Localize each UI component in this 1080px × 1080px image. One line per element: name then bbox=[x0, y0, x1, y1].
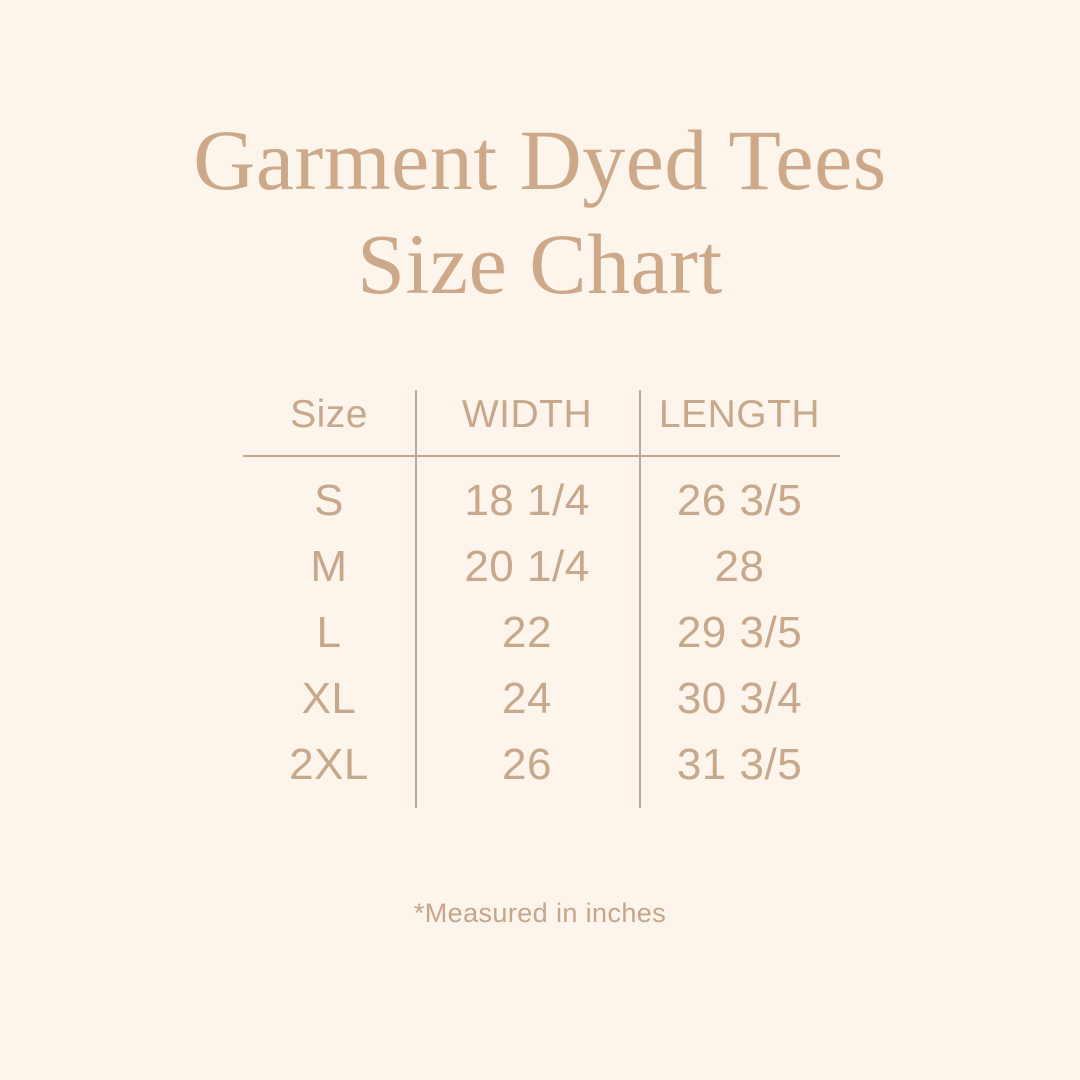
cell-length: 26 3/5 bbox=[676, 476, 803, 525]
table-body: S 18 1/4 26 3/5 M 20 1/4 28 L 22 29 3/5 … bbox=[243, 468, 840, 798]
measurement-note: *Measured in inches bbox=[413, 898, 667, 928]
cell-size: XL bbox=[301, 674, 357, 723]
title-line-1: Garment Dyed Tees bbox=[193, 112, 887, 208]
page-title: Garment Dyed Tees Size Chart bbox=[0, 108, 1080, 316]
cell-size: L bbox=[316, 608, 342, 657]
column-divider-2 bbox=[639, 390, 641, 808]
table-row: M 20 1/4 28 bbox=[243, 534, 840, 600]
cell-width: 18 1/4 bbox=[464, 476, 590, 525]
cell-size: 2XL bbox=[289, 740, 369, 789]
table-row: 2XL 26 31 3/5 bbox=[243, 732, 840, 798]
column-header-width: WIDTH bbox=[461, 393, 593, 436]
column-header-size: Size bbox=[290, 393, 368, 436]
cell-width: 22 bbox=[502, 608, 552, 657]
table-row: XL 24 30 3/4 bbox=[243, 666, 840, 732]
cell-width: 24 bbox=[502, 674, 552, 723]
table-row: L 22 29 3/5 bbox=[243, 600, 840, 666]
cell-size: S bbox=[314, 476, 344, 525]
size-table-grid: Size WIDTH LENGTH S 18 1/4 26 3/5 M 20 1… bbox=[243, 382, 840, 812]
cell-length: 30 3/4 bbox=[676, 674, 803, 723]
size-table: Size WIDTH LENGTH S 18 1/4 26 3/5 M 20 1… bbox=[243, 382, 840, 812]
column-divider-1 bbox=[415, 390, 417, 808]
column-header-length: LENGTH bbox=[658, 393, 821, 436]
cell-length: 29 3/5 bbox=[676, 608, 803, 657]
cell-length: 28 bbox=[714, 542, 765, 591]
cell-width: 20 1/4 bbox=[464, 542, 590, 591]
title-line-2: Size Chart bbox=[357, 216, 723, 312]
cell-width: 26 bbox=[502, 740, 552, 789]
header-underline bbox=[243, 455, 840, 457]
cell-length: 31 3/5 bbox=[676, 740, 803, 789]
cell-size: M bbox=[310, 542, 348, 591]
table-row: S 18 1/4 26 3/5 bbox=[243, 468, 840, 534]
table-header-row: Size WIDTH LENGTH bbox=[243, 382, 840, 448]
